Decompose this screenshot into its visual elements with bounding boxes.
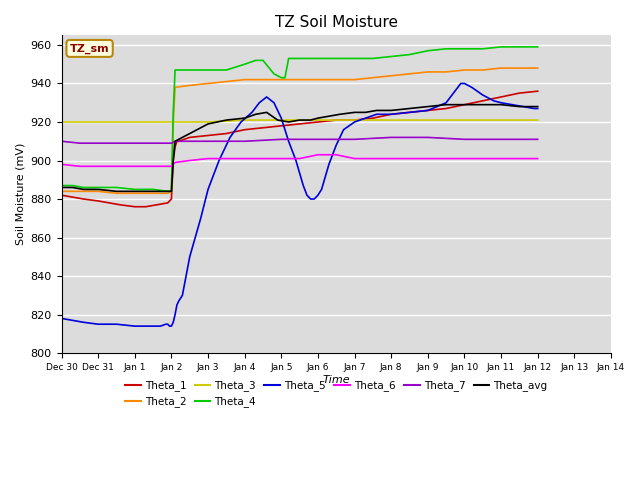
Text: TZ_sm: TZ_sm	[70, 43, 109, 54]
Legend: Theta_1, Theta_2, Theta_3, Theta_4, Theta_5, Theta_6, Theta_7, Theta_avg: Theta_1, Theta_2, Theta_3, Theta_4, Thet…	[121, 376, 552, 411]
X-axis label: Time: Time	[323, 374, 350, 384]
Y-axis label: Soil Moisture (mV): Soil Moisture (mV)	[15, 143, 25, 245]
Title: TZ Soil Moisture: TZ Soil Moisture	[275, 15, 397, 30]
